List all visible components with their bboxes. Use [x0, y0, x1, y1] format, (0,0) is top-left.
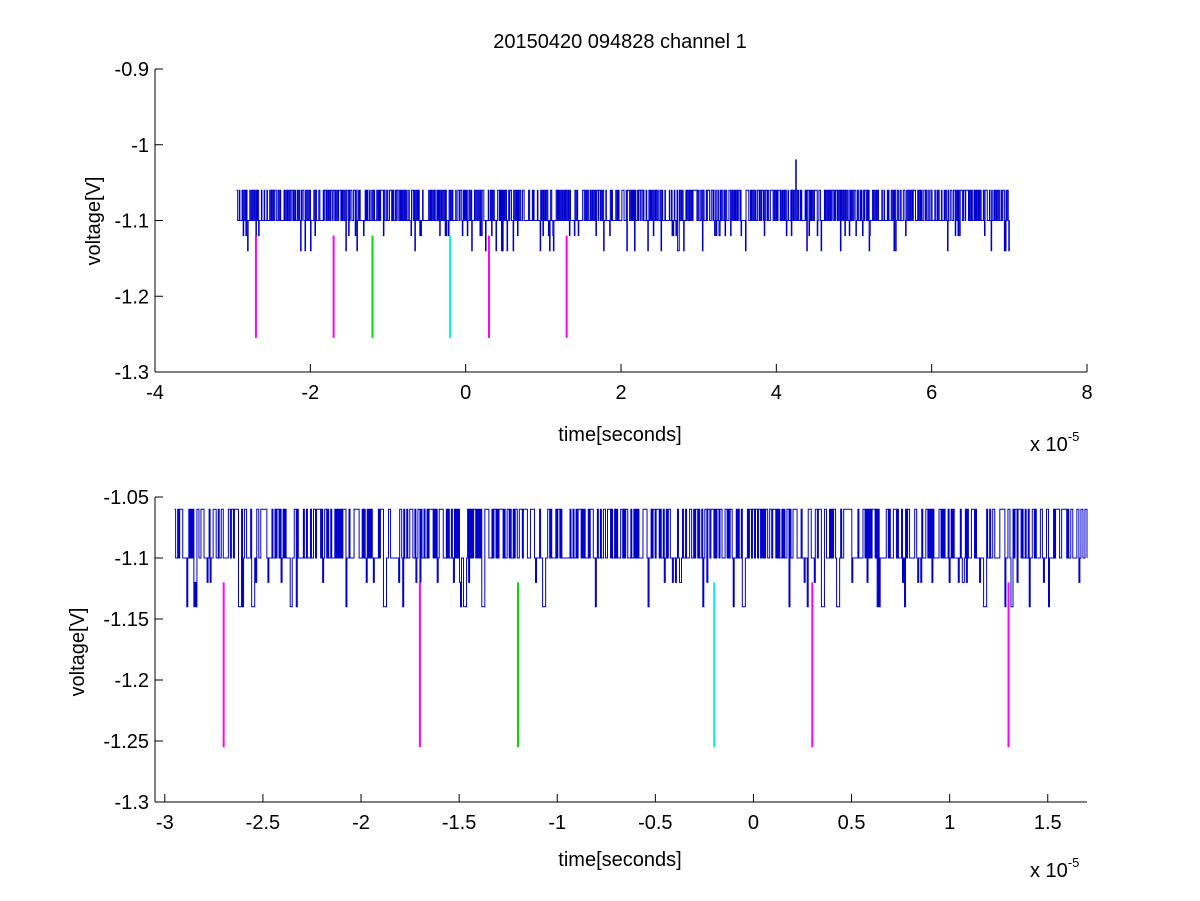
x-tick-label: -2 — [301, 382, 319, 404]
x-tick-label: 8 — [1081, 382, 1092, 404]
y-tick-label: -1.2 — [115, 670, 149, 692]
top-plot-x-exponent: x 10-5 — [1030, 429, 1079, 456]
x-tick-label: -0.5 — [638, 812, 672, 834]
x-tick-label: -1 — [548, 812, 566, 834]
x-tick-label: 1.5 — [1034, 812, 1062, 834]
top-plot-x-label: time[seconds] — [558, 424, 681, 446]
top-plot-y-ticks: -1.3 -1.2 -1.1 -1 -0.9 — [115, 59, 163, 384]
bottom-plot-x-exponent: x 10-5 — [1030, 855, 1079, 882]
bottom-plot-y-ticks: -1.3 -1.25 -1.2 -1.15 -1.1 -1.05 — [103, 487, 163, 814]
top-plot-y-label: voltage[V] — [83, 177, 105, 266]
y-tick-label: -1.25 — [103, 731, 149, 753]
x-tick-label: 1 — [944, 812, 955, 834]
signal-trace — [174, 508, 1088, 608]
x-tick-label: -3 — [156, 812, 174, 834]
x-tick-label: -4 — [146, 382, 164, 404]
y-tick-label: -1 — [131, 135, 149, 157]
bottom-plot-y-label: voltage[V] — [67, 608, 89, 697]
y-tick-label: -1.05 — [103, 487, 149, 509]
figure-title: 20150420 094828 channel 1 — [493, 31, 747, 53]
bottom-plot-x-label: time[seconds] — [558, 849, 681, 871]
bottom-plot-markers — [222, 582, 1010, 748]
top-plot-series — [236, 159, 1010, 252]
x-tick-label: 4 — [771, 382, 782, 404]
x-tick-label: 0.5 — [838, 812, 866, 834]
y-tick-label: -1.3 — [115, 362, 149, 384]
bottom-plot-series — [174, 508, 1088, 608]
top-plot: -4 -2 0 2 4 6 8 -1.3 -1.2 -1.1 -1 -0.9 time[second… — [83, 59, 1093, 456]
x-tick-label: 2 — [615, 382, 626, 404]
x-tick-label: 0 — [460, 382, 471, 404]
y-tick-label: -1.2 — [115, 286, 149, 308]
top-plot-markers — [254, 235, 568, 338]
y-tick-label: -1.1 — [115, 211, 149, 233]
signal-trace — [236, 159, 1010, 252]
y-tick-label: -0.9 — [115, 59, 149, 81]
top-plot-x-ticks: -4 -2 0 2 4 6 8 — [146, 364, 1093, 404]
y-tick-label: -1.3 — [115, 792, 149, 814]
x-tick-label: -2.5 — [246, 812, 280, 834]
bottom-plot-x-ticks: -3 -2.5 -2 -1.5 -1 -0.5 0 0.5 1 1.5 — [156, 794, 1062, 834]
y-tick-label: -1.1 — [115, 548, 149, 570]
bottom-plot-axis-box — [154, 497, 1087, 803]
x-tick-label: 0 — [748, 812, 759, 834]
x-tick-label: -1.5 — [442, 812, 476, 834]
x-tick-label: -2 — [352, 812, 370, 834]
y-tick-label: -1.15 — [103, 609, 149, 631]
x-tick-label: 6 — [926, 382, 937, 404]
bottom-plot: -3 -2.5 -2 -1.5 -1 -0.5 0 0.5 1 1.5 -1.3 -1.25 -1.2… — [67, 487, 1088, 882]
